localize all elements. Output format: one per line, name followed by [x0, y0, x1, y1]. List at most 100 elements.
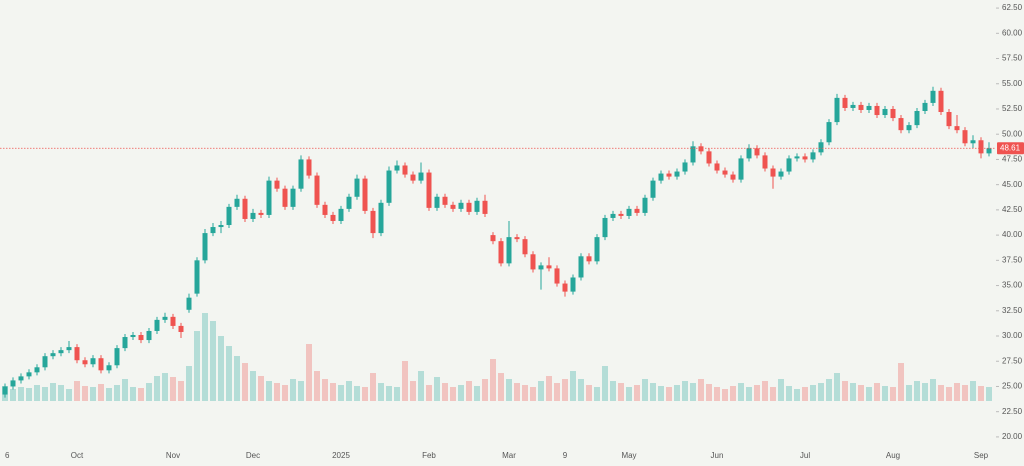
candle-body	[738, 158, 744, 180]
candle-body	[978, 140, 984, 154]
candle-body	[754, 148, 760, 156]
volume-bar	[618, 383, 624, 401]
y-tick-label: 60.00	[1002, 28, 1023, 37]
volume-bar	[874, 383, 880, 401]
volume-bar	[970, 381, 976, 401]
candle-body	[330, 214, 336, 221]
candle-body	[90, 358, 96, 365]
candle-body	[554, 268, 560, 284]
candle-body	[530, 254, 536, 270]
candle-body	[218, 225, 224, 228]
volume-bar	[26, 388, 32, 401]
candle-body	[938, 90, 944, 113]
volume-bar	[66, 389, 72, 401]
candle-body	[714, 163, 720, 171]
candle-body	[418, 172, 424, 181]
volume-bar	[370, 373, 376, 401]
x-tick-label: Oct	[71, 451, 84, 460]
candle-body	[258, 212, 264, 215]
candle-body	[146, 330, 152, 341]
candle-body	[2, 386, 8, 395]
volume-bar	[250, 371, 256, 401]
candle-body	[610, 213, 616, 218]
x-tick-label: 2025	[332, 451, 350, 460]
volume-bar	[722, 389, 728, 401]
candle-body	[290, 188, 296, 207]
candle-body	[890, 108, 896, 119]
volume-bar	[186, 366, 192, 401]
y-tick-label: 45.00	[1002, 180, 1023, 189]
volume-bar	[498, 373, 504, 401]
volume-bar	[378, 383, 384, 401]
candle-body	[986, 148, 992, 154]
volume-bar	[610, 381, 616, 401]
candle-body	[194, 260, 200, 294]
candle-body	[266, 180, 272, 215]
volume-bar	[978, 386, 984, 401]
candle-body	[930, 90, 936, 103]
candle-body	[386, 170, 392, 203]
volume-bar	[594, 387, 600, 401]
last-price-label: 48.61	[1000, 143, 1021, 152]
candle-body	[898, 118, 904, 131]
volume-bar	[698, 379, 704, 401]
volume-bar	[674, 385, 680, 401]
x-tick-label: Mar	[502, 451, 516, 460]
volume-bar	[314, 371, 320, 401]
volume-bar	[802, 387, 808, 401]
candle-body	[594, 237, 600, 262]
candle-body	[546, 265, 552, 269]
volume-bar	[386, 386, 392, 401]
candle-body	[786, 158, 792, 172]
candle-body	[306, 159, 312, 176]
volume-bar	[50, 383, 56, 401]
candle-body	[402, 165, 408, 175]
candle-body	[114, 348, 120, 366]
volume-bar	[842, 381, 848, 401]
candle-body	[730, 174, 736, 180]
candle-body	[26, 372, 32, 377]
volume-bar	[394, 387, 400, 401]
candle-body	[770, 168, 776, 177]
candle-body	[10, 380, 16, 387]
volume-bar	[922, 383, 928, 401]
candle-body	[458, 202, 464, 209]
candle-body	[690, 146, 696, 163]
y-tick-label: 42.50	[1002, 205, 1023, 214]
volume-bar	[690, 383, 696, 401]
volume-bar	[506, 379, 512, 401]
y-tick-label: 52.50	[1002, 104, 1023, 113]
volume-bar	[434, 377, 440, 401]
candle-body	[450, 204, 456, 209]
candle-body	[138, 335, 144, 341]
candle-body	[698, 146, 704, 152]
candle-body	[98, 358, 104, 371]
candle-body	[34, 367, 40, 373]
volume-bar	[450, 387, 456, 401]
volume-bar	[714, 387, 720, 401]
volume-bar	[570, 371, 576, 401]
candle-body	[442, 196, 448, 205]
candle-body	[514, 237, 520, 240]
volume-bar	[810, 385, 816, 401]
candle-body	[298, 159, 304, 189]
volume-bar	[858, 385, 864, 401]
volume-bar	[202, 313, 208, 401]
volume-bar	[10, 389, 16, 401]
volume-bar	[850, 383, 856, 401]
volume-bar	[754, 385, 760, 401]
x-tick-label: Feb	[422, 451, 436, 460]
candle-body	[354, 178, 360, 197]
candle-body	[522, 239, 528, 255]
volume-bar	[522, 385, 528, 401]
candle-body	[346, 196, 352, 209]
candle-body	[482, 200, 488, 214]
volume-bar	[938, 385, 944, 401]
volume-bar	[482, 379, 488, 401]
candle-body	[778, 171, 784, 177]
candle-body	[922, 102, 928, 111]
volume-bar	[562, 379, 568, 401]
volume-bar	[410, 381, 416, 401]
volume-bar	[746, 387, 752, 401]
candle-body	[42, 356, 48, 368]
